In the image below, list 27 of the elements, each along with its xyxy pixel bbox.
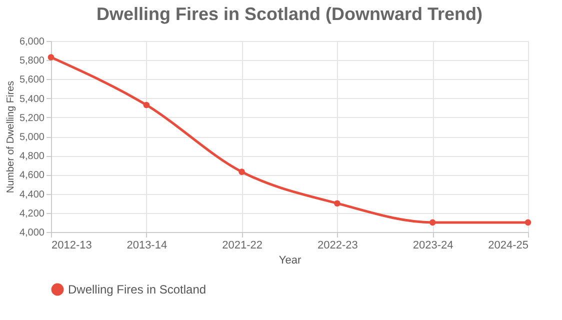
y-tick-label: 4,200 [19, 208, 45, 220]
y-axis-title: Number of Dwelling Fires [5, 80, 16, 194]
point [238, 168, 245, 175]
x-tick-label: 2012-13 [52, 240, 92, 252]
y-tick-label: 4,600 [19, 170, 45, 182]
x-tick-label: 2023-24 [412, 240, 454, 252]
legend-label: Dwelling Fires in Scotland [68, 282, 206, 296]
x-tick-label: 2013-14 [126, 240, 168, 252]
y-tick-label: 5,800 [19, 56, 45, 67]
y-tick-label: 5,600 [19, 74, 45, 86]
y-tick-label: 4,400 [19, 189, 45, 200]
point [143, 102, 150, 108]
y-tick-label: 5,200 [19, 112, 45, 124]
point [334, 200, 340, 207]
y-tick-label: 6,000 [19, 36, 45, 48]
x-tick-label: 2021-22 [222, 240, 262, 252]
point [48, 54, 54, 60]
x-tick-label: 2024-25 [488, 240, 528, 252]
point [429, 219, 436, 226]
y-tick-label: 4,800 [19, 151, 45, 162]
y-tick-label: 5,000 [19, 132, 45, 143]
x-tick-label: 2022-23 [318, 240, 358, 252]
y-tick-label: 5,400 [19, 94, 45, 105]
point [524, 219, 532, 226]
x-axis-title: Year [278, 254, 302, 266]
y-tick-label: 4,000 [19, 228, 45, 238]
chart-title: Dwelling Fires in Scotland (Downward Trend) [96, 4, 483, 24]
